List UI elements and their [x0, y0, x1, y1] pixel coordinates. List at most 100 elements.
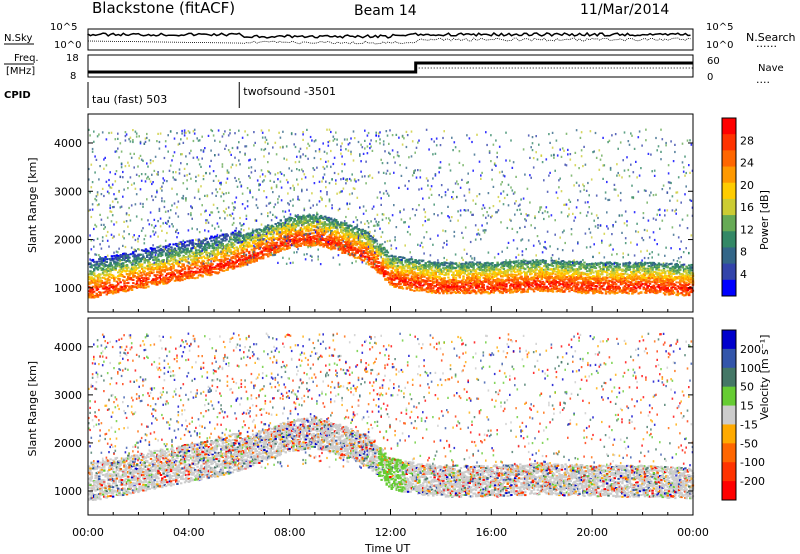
echo-cell [120, 286, 124, 289]
echo-cell [220, 229, 222, 232]
echo-cell [356, 227, 359, 231]
echo-cell [307, 223, 310, 226]
echo-cell [109, 210, 111, 213]
echo-cell [297, 243, 300, 246]
echo-cell [335, 131, 337, 134]
echo-cell [400, 262, 403, 265]
echo-cell [140, 229, 143, 232]
echo-cell [181, 259, 183, 263]
echo-cell [181, 132, 183, 135]
echo-cell [230, 259, 233, 262]
echo-cell [352, 236, 356, 239]
echo-cell [343, 220, 346, 223]
echo-cell [111, 284, 115, 287]
echo-cell [153, 251, 156, 254]
echo-cell [176, 279, 179, 282]
echo-cell [405, 286, 408, 289]
echo-cell [323, 173, 326, 176]
echo-cell [128, 288, 131, 291]
echo-cell [127, 180, 129, 183]
echo-cell [409, 258, 412, 261]
echo-cell [308, 241, 311, 244]
echo-cell [147, 277, 150, 280]
echo-cell [119, 270, 122, 273]
echo-cell [353, 240, 357, 243]
echo-cell [374, 267, 377, 270]
echo-cell [265, 226, 269, 229]
echo-cell [101, 257, 104, 261]
echo-cell [335, 219, 338, 221]
echo-cell [364, 129, 366, 132]
echo-cell [106, 288, 110, 290]
echo-cell [128, 233, 130, 236]
echo-cell [224, 236, 226, 240]
echo-cell [156, 140, 158, 143]
echo-cell [414, 282, 417, 285]
echo-cell [197, 158, 200, 161]
echo-cell [380, 235, 382, 238]
echo-cell [103, 274, 106, 276]
echo-cell [226, 248, 229, 251]
echo-cell [209, 165, 211, 168]
echo-cell [151, 256, 154, 259]
echo-cell [130, 183, 133, 186]
echo-cell [132, 282, 135, 285]
echo-cell [372, 259, 375, 262]
echo-cell [377, 171, 380, 174]
echo-cell [162, 182, 164, 185]
echo-cell [90, 290, 93, 293]
echo-cell [132, 274, 135, 277]
echo-cell [227, 191, 230, 194]
echo-cell [195, 238, 197, 241]
echo-cell [319, 237, 322, 241]
echo-cell [261, 131, 264, 134]
echo-cell [370, 245, 372, 248]
echo-cell [207, 272, 211, 275]
echo-cell [311, 240, 314, 243]
echo-cell [352, 255, 356, 258]
echo-cell [88, 294, 91, 297]
echo-cell [369, 237, 372, 240]
echo-cell [267, 241, 270, 244]
echo-cell [106, 239, 109, 242]
echo-cell [235, 227, 238, 230]
echo-cell [376, 265, 379, 268]
echo-cell [259, 238, 261, 241]
echo-cell [119, 255, 122, 258]
echo-cell [389, 263, 392, 266]
echo-cell [169, 278, 173, 281]
echo-cell [251, 236, 255, 239]
echo-cell [180, 138, 182, 141]
echo-cell [401, 281, 405, 284]
echo-cell [323, 221, 327, 224]
echo-cell [364, 232, 367, 235]
echo-cell [214, 253, 217, 256]
echo-cell [217, 259, 221, 262]
echo-cell [405, 145, 408, 149]
echo-cell [272, 227, 275, 230]
echo-cell [113, 205, 115, 209]
echo-cell [198, 271, 202, 274]
echo-cell [411, 208, 414, 211]
echo-cell [103, 223, 105, 226]
echo-cell [241, 264, 245, 267]
echo-cell [304, 222, 308, 224]
echo-cell [138, 254, 141, 256]
echo-cell [377, 252, 381, 255]
echo-cell [108, 287, 111, 290]
echo-cell [351, 242, 354, 245]
echo-cell [302, 153, 304, 156]
echo-cell [367, 222, 370, 225]
echo-cell [204, 239, 207, 242]
echo-cell [293, 241, 296, 244]
echo-cell [182, 254, 185, 257]
echo-cell [309, 206, 312, 209]
echo-cell [346, 224, 349, 227]
echo-cell [381, 162, 384, 165]
echo-cell [284, 244, 287, 247]
echo-cell [309, 222, 313, 225]
echo-cell [142, 202, 144, 206]
echo-cell [359, 243, 362, 246]
echo-cell [245, 248, 248, 251]
